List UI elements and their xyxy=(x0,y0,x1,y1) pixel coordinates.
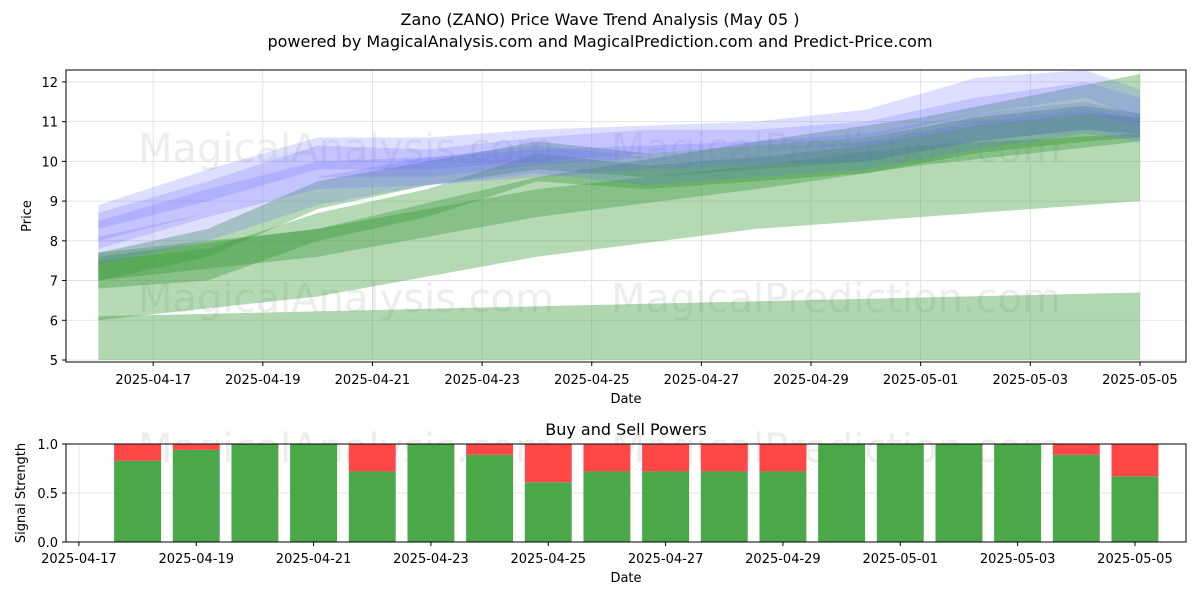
signal-bars xyxy=(114,444,1159,542)
green-wave-band xyxy=(98,292,1140,361)
watermark-analysis-lower: MagicalAnalysis.com xyxy=(138,276,554,322)
price-x-tick-label: 2025-04-23 xyxy=(444,373,520,388)
green-wave-band xyxy=(98,73,1140,321)
price-x-tick-label: 2025-04-21 xyxy=(335,373,411,388)
buy-sell-title: Buy and Sell Powers xyxy=(545,420,707,439)
price-y-axis-label: Price xyxy=(20,200,35,232)
sell-bar xyxy=(642,444,690,472)
signal-x-axis: 2025-04-17 2025-04-19 2025-04-21 2025-04-23… xyxy=(41,542,1173,567)
sell-bar xyxy=(700,444,748,472)
buy-bar xyxy=(172,449,220,542)
buy-bar xyxy=(642,471,690,542)
chart-subtitle: powered by MagicalAnalysis.com and Magic… xyxy=(267,32,932,51)
signal-x-tick-label: 2025-04-25 xyxy=(510,552,586,567)
buy-bar xyxy=(231,444,279,542)
buy-bar xyxy=(994,444,1042,542)
watermark-prediction-lower: MagicalPrediction.com xyxy=(611,276,1061,322)
blue-wave-band xyxy=(98,70,1140,229)
sell-bar xyxy=(172,444,220,450)
sell-bar xyxy=(114,444,162,461)
signal-x-tick-label: 2025-04-21 xyxy=(276,552,352,567)
price-grid xyxy=(66,70,1186,362)
buy-bar xyxy=(700,471,748,542)
buy-bar xyxy=(1052,454,1100,542)
signal-x-tick-label: 2025-04-19 xyxy=(158,552,234,567)
price-y-tick-label: 7 xyxy=(50,275,58,290)
signal-x-tick-label: 2025-05-05 xyxy=(1097,552,1173,567)
buy-bar xyxy=(290,444,338,542)
signal-y-tick-label: 0.0 xyxy=(37,536,58,551)
price-plot-frame xyxy=(65,69,1187,363)
blue-wave-band xyxy=(98,109,1140,265)
signal-x-tick-label: 2025-04-17 xyxy=(41,552,117,567)
price-x-tick-label: 2025-04-27 xyxy=(664,373,740,388)
signal-x-tick-label: 2025-04-29 xyxy=(745,552,821,567)
buy-bar xyxy=(935,444,983,542)
price-x-axis: 2025-04-17 2025-04-19 2025-04-21 2025-04-23… xyxy=(115,362,1178,388)
signal-y-axis: 0.0 0.5 1.0 xyxy=(37,438,66,551)
signal-y-tick-label: 0.5 xyxy=(37,487,58,502)
signal-x-tick-label: 2025-04-27 xyxy=(628,552,704,567)
buy-bar xyxy=(876,444,924,542)
price-x-tick-label: 2025-05-01 xyxy=(883,373,959,388)
price-bands xyxy=(98,70,1140,361)
sell-bar xyxy=(466,444,514,455)
price-x-tick-label: 2025-05-05 xyxy=(1102,373,1178,388)
price-watermarks: MagicalAnalysis.com MagicalPrediction.co… xyxy=(138,126,1061,322)
blue-wave-band xyxy=(98,81,1140,241)
sell-bar xyxy=(1111,444,1159,477)
chart-title: Zano (ZANO) Price Wave Trend Analysis (M… xyxy=(401,10,800,29)
green-wave-band xyxy=(98,113,1140,289)
watermark-analysis-upper: MagicalAnalysis.com xyxy=(138,126,554,172)
sell-bar xyxy=(348,444,396,472)
price-y-tick-label: 8 xyxy=(50,235,58,250)
price-x-tick-label: 2025-04-19 xyxy=(225,373,301,388)
price-y-tick-label: 9 xyxy=(50,195,58,210)
buy-bar xyxy=(407,444,455,542)
price-x-tick-label: 2025-04-25 xyxy=(554,373,630,388)
price-x-tick-label: 2025-05-03 xyxy=(993,373,1069,388)
signal-x-tick-label: 2025-05-01 xyxy=(862,552,938,567)
buy-bar xyxy=(818,444,866,542)
watermark-prediction-upper: MagicalPrediction.com xyxy=(611,126,1061,172)
price-y-tick-label: 10 xyxy=(41,155,58,170)
buy-bar xyxy=(524,482,572,542)
buy-bar xyxy=(759,471,807,542)
sell-bar xyxy=(1052,444,1100,455)
signal-x-tick-label: 2025-04-23 xyxy=(393,552,469,567)
buy-bar xyxy=(583,471,631,542)
price-y-tick-label: 5 xyxy=(50,354,58,369)
price-y-tick-label: 11 xyxy=(41,116,58,131)
sell-bar xyxy=(524,444,572,483)
buy-bar xyxy=(348,471,396,542)
price-x-axis-label: Date xyxy=(610,392,641,407)
price-y-tick-label: 6 xyxy=(50,314,58,329)
blue-wave-band xyxy=(98,101,1140,249)
green-wave-band xyxy=(98,105,1140,281)
price-wave-chart: MagicalAnalysis.com MagicalPrediction.co… xyxy=(20,69,1187,407)
price-y-tick-label: 12 xyxy=(41,76,58,91)
buy-sell-chart: Buy and Sell Powers MagicalAnalysis.com … xyxy=(14,420,1187,586)
price-x-tick-label: 2025-04-29 xyxy=(773,373,849,388)
buy-bar xyxy=(466,454,514,542)
signal-x-tick-label: 2025-05-03 xyxy=(980,552,1056,567)
price-x-tick-label: 2025-04-17 xyxy=(115,373,191,388)
green-wave-band xyxy=(98,133,1140,281)
price-y-axis: 5 6 7 8 9 10 11 12 xyxy=(41,76,66,369)
sell-bar xyxy=(583,444,631,472)
buy-bar xyxy=(1111,476,1159,542)
signal-x-axis-label: Date xyxy=(610,571,641,586)
signal-y-tick-label: 1.0 xyxy=(37,438,58,453)
sell-bar xyxy=(759,444,807,472)
signal-y-axis-label: Signal Strength xyxy=(14,443,29,543)
buy-bar xyxy=(114,460,162,542)
